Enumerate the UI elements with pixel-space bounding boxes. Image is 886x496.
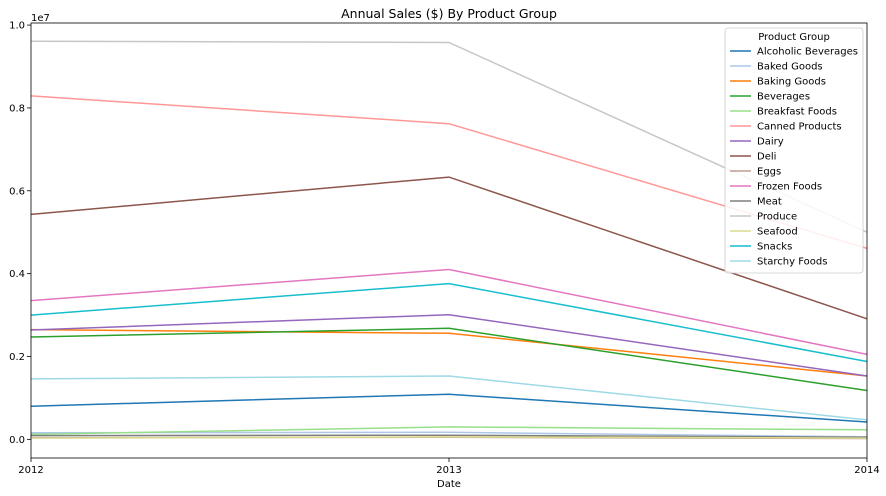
series-lines	[30, 40, 868, 440]
legend-entry-label: Baking Goods	[757, 77, 826, 88]
x-tick-label: 2012	[18, 465, 43, 476]
legend-entry-label: Canned Products	[757, 122, 842, 133]
legend-entry-label: Frozen Foods	[757, 182, 822, 193]
series-line-4	[30, 426, 868, 436]
legend-entry-label: Produce	[757, 212, 797, 223]
legend-title: Product Group	[758, 32, 830, 43]
series-line-14	[30, 375, 868, 421]
series-line-9	[30, 268, 868, 356]
series-line-2	[30, 328, 868, 377]
series-line-6	[30, 313, 868, 377]
x-tick-label: 2013	[436, 465, 461, 476]
legend-entry-label: Deli	[757, 152, 776, 163]
y-tick-label: 0.8	[9, 103, 25, 114]
series-line-0	[30, 393, 868, 423]
y-tick-label: 1.0	[9, 21, 25, 32]
x-axis: 2012 2013 2014	[18, 458, 880, 476]
legend-entry-label: Baked Goods	[757, 62, 823, 73]
series-line-3	[30, 327, 868, 392]
x-axis-label: Date	[437, 479, 461, 490]
y-axis-offset-label: 1e7	[31, 13, 50, 24]
legend-entry-label: Snacks	[757, 242, 792, 253]
legend-entry-label: Starchy Foods	[757, 257, 827, 268]
series-line-10	[30, 434, 868, 439]
legend-entry-label: Breakfast Foods	[757, 107, 837, 118]
y-tick-label: 0.2	[9, 352, 25, 363]
x-tick-label: 2014	[854, 465, 879, 476]
legend-entry-label: Meat	[757, 197, 782, 208]
series-line-12	[30, 436, 868, 439]
legend-entry-label: Alcoholic Beverages	[757, 47, 858, 58]
y-tick-label: 0.0	[9, 435, 25, 446]
chart-title: Annual Sales ($) By Product Group	[341, 6, 557, 21]
legend-entry-label: Eggs	[757, 167, 781, 178]
legend-entry-label: Beverages	[757, 92, 810, 103]
y-axis: 0.0 0.2 0.4 0.6 0.8 1.0	[9, 21, 31, 446]
y-tick-label: 0.4	[9, 269, 25, 280]
series-line-13	[30, 282, 868, 363]
y-tick-label: 0.6	[9, 186, 25, 197]
legend-box	[724, 27, 864, 274]
legend: Product Group Alcoholic Beverages Baked Go…	[724, 27, 864, 274]
legend-entry-label: Seafood	[757, 227, 798, 238]
legend-entry-label: Dairy	[757, 137, 784, 148]
